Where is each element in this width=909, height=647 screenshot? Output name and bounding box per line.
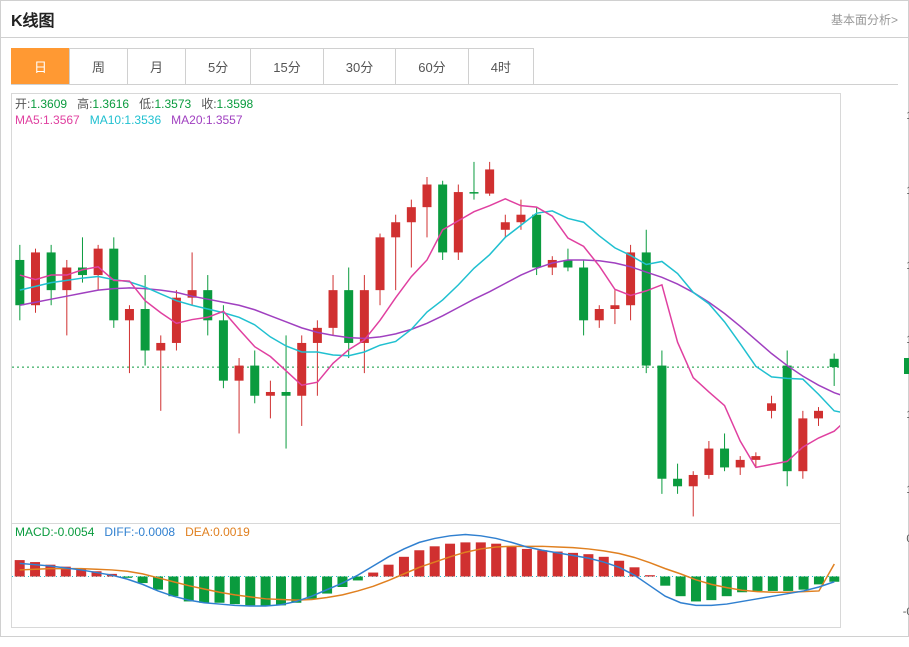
high-label: 高: xyxy=(77,97,92,111)
timeframe-tab-0[interactable]: 日 xyxy=(11,48,70,84)
low-value: 1.3573 xyxy=(154,97,191,111)
panel-title: K线图 xyxy=(11,7,55,31)
dea-label: DEA: xyxy=(185,525,213,539)
kline-panel: K线图 基本面分析> 日周月5分15分30分60分4时 开:1.3609 高:1… xyxy=(0,0,909,637)
ohlc-readout: 开:1.3609 高:1.3616 低:1.3573 收:1.3598 xyxy=(15,95,253,112)
ma5-label: MA5: xyxy=(15,113,43,127)
fundamental-analysis-link[interactable]: 基本面分析> xyxy=(831,11,898,28)
candlestick-svg xyxy=(11,93,898,523)
diff-value: -0.0008 xyxy=(134,525,175,539)
diff-label: DIFF: xyxy=(104,525,134,539)
timeframe-tab-7[interactable]: 4时 xyxy=(468,48,534,84)
timeframe-tabs: 日周月5分15分30分60分4时 xyxy=(11,48,898,85)
macd-label: MACD: xyxy=(15,525,54,539)
open-value: 1.3609 xyxy=(30,97,67,111)
timeframe-tab-5[interactable]: 30分 xyxy=(323,48,396,84)
ma5-value: 1.3567 xyxy=(43,113,80,127)
ma10-label: MA10: xyxy=(90,113,125,127)
macd-chart-area[interactable]: MACD:-0.0054 DIFF:-0.0008 DEA:0.0019 -0.… xyxy=(11,523,898,628)
close-value: 1.3598 xyxy=(217,97,254,111)
ma20-value: 1.3557 xyxy=(206,113,243,127)
macd-value: -0.0054 xyxy=(54,525,95,539)
timeframe-tab-4[interactable]: 15分 xyxy=(250,48,323,84)
timeframe-tab-1[interactable]: 周 xyxy=(69,48,128,84)
timeframe-tab-6[interactable]: 60分 xyxy=(395,48,468,84)
panel-header: K线图 基本面分析> xyxy=(1,1,908,38)
timeframe-tab-2[interactable]: 月 xyxy=(127,48,186,84)
open-label: 开: xyxy=(15,97,30,111)
macd-readout: MACD:-0.0054 DIFF:-0.0008 DEA:0.0019 xyxy=(15,525,250,539)
ma10-value: 1.3536 xyxy=(124,113,161,127)
ma-readout: MA5:1.3567 MA10:1.3536 MA20:1.3557 xyxy=(15,113,243,127)
high-value: 1.3616 xyxy=(92,97,129,111)
close-label: 收: xyxy=(201,97,216,111)
dea-value: 0.0019 xyxy=(213,525,250,539)
timeframe-tab-3[interactable]: 5分 xyxy=(185,48,251,84)
ma20-label: MA20: xyxy=(171,113,206,127)
main-chart-area[interactable]: 开:1.3609 高:1.3616 低:1.3573 收:1.3598 MA5:… xyxy=(11,93,898,523)
low-label: 低: xyxy=(139,97,154,111)
